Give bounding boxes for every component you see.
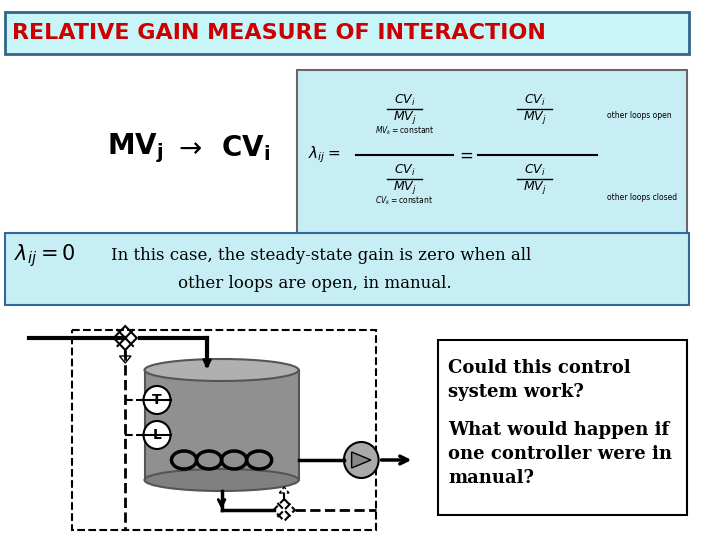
Text: $\mathbf{CV_i}$: $\mathbf{CV_i}$	[221, 133, 270, 163]
Circle shape	[143, 421, 171, 449]
Text: one controller were in: one controller were in	[448, 445, 672, 463]
FancyBboxPatch shape	[438, 340, 687, 515]
Text: other loops are open, in manual.: other loops are open, in manual.	[179, 274, 452, 292]
Text: system work?: system work?	[448, 383, 584, 401]
Text: $MV_j$: $MV_j$	[392, 179, 416, 197]
FancyBboxPatch shape	[5, 233, 689, 305]
Polygon shape	[279, 487, 289, 493]
FancyBboxPatch shape	[5, 12, 689, 54]
Text: Could this control: Could this control	[448, 359, 631, 377]
Text: $MV_k=\mathrm{constant}$: $MV_k=\mathrm{constant}$	[375, 125, 434, 137]
Circle shape	[344, 442, 379, 478]
Text: $CV_i$: $CV_i$	[394, 92, 415, 107]
Text: other loops open: other loops open	[607, 111, 672, 120]
Text: In this case, the steady-state gain is zero when all: In this case, the steady-state gain is z…	[111, 247, 531, 265]
Text: $CV_i$: $CV_i$	[524, 163, 546, 178]
Text: $MV_j$: $MV_j$	[392, 110, 416, 126]
Text: $\lambda_{ij}=$: $\lambda_{ij}=$	[308, 145, 341, 165]
Text: other loops closed: other loops closed	[607, 193, 677, 202]
Text: $CV_i$: $CV_i$	[394, 163, 415, 178]
Polygon shape	[351, 452, 371, 468]
Text: L: L	[153, 428, 161, 442]
Text: RELATIVE GAIN MEASURE OF INTERACTION: RELATIVE GAIN MEASURE OF INTERACTION	[12, 23, 546, 43]
Text: $\lambda_{ij}=0$: $\lambda_{ij}=0$	[14, 242, 76, 269]
Text: $MV_j$: $MV_j$	[523, 110, 546, 126]
Polygon shape	[145, 370, 299, 480]
Text: manual?: manual?	[448, 469, 534, 487]
Ellipse shape	[145, 359, 299, 381]
Text: T: T	[152, 393, 162, 407]
FancyBboxPatch shape	[297, 70, 687, 235]
Text: $MV_j$: $MV_j$	[523, 179, 546, 197]
Text: $\rightarrow$: $\rightarrow$	[174, 134, 202, 161]
Text: $=$: $=$	[456, 146, 473, 164]
Ellipse shape	[145, 469, 299, 491]
Polygon shape	[120, 356, 131, 363]
Circle shape	[143, 386, 171, 414]
Text: $CV_i$: $CV_i$	[524, 92, 546, 107]
Text: $CV_k=\mathrm{constant}$: $CV_k=\mathrm{constant}$	[375, 195, 433, 207]
Text: What would happen if: What would happen if	[448, 421, 669, 439]
Text: $\mathbf{MV_j}$: $\mathbf{MV_j}$	[107, 131, 163, 165]
